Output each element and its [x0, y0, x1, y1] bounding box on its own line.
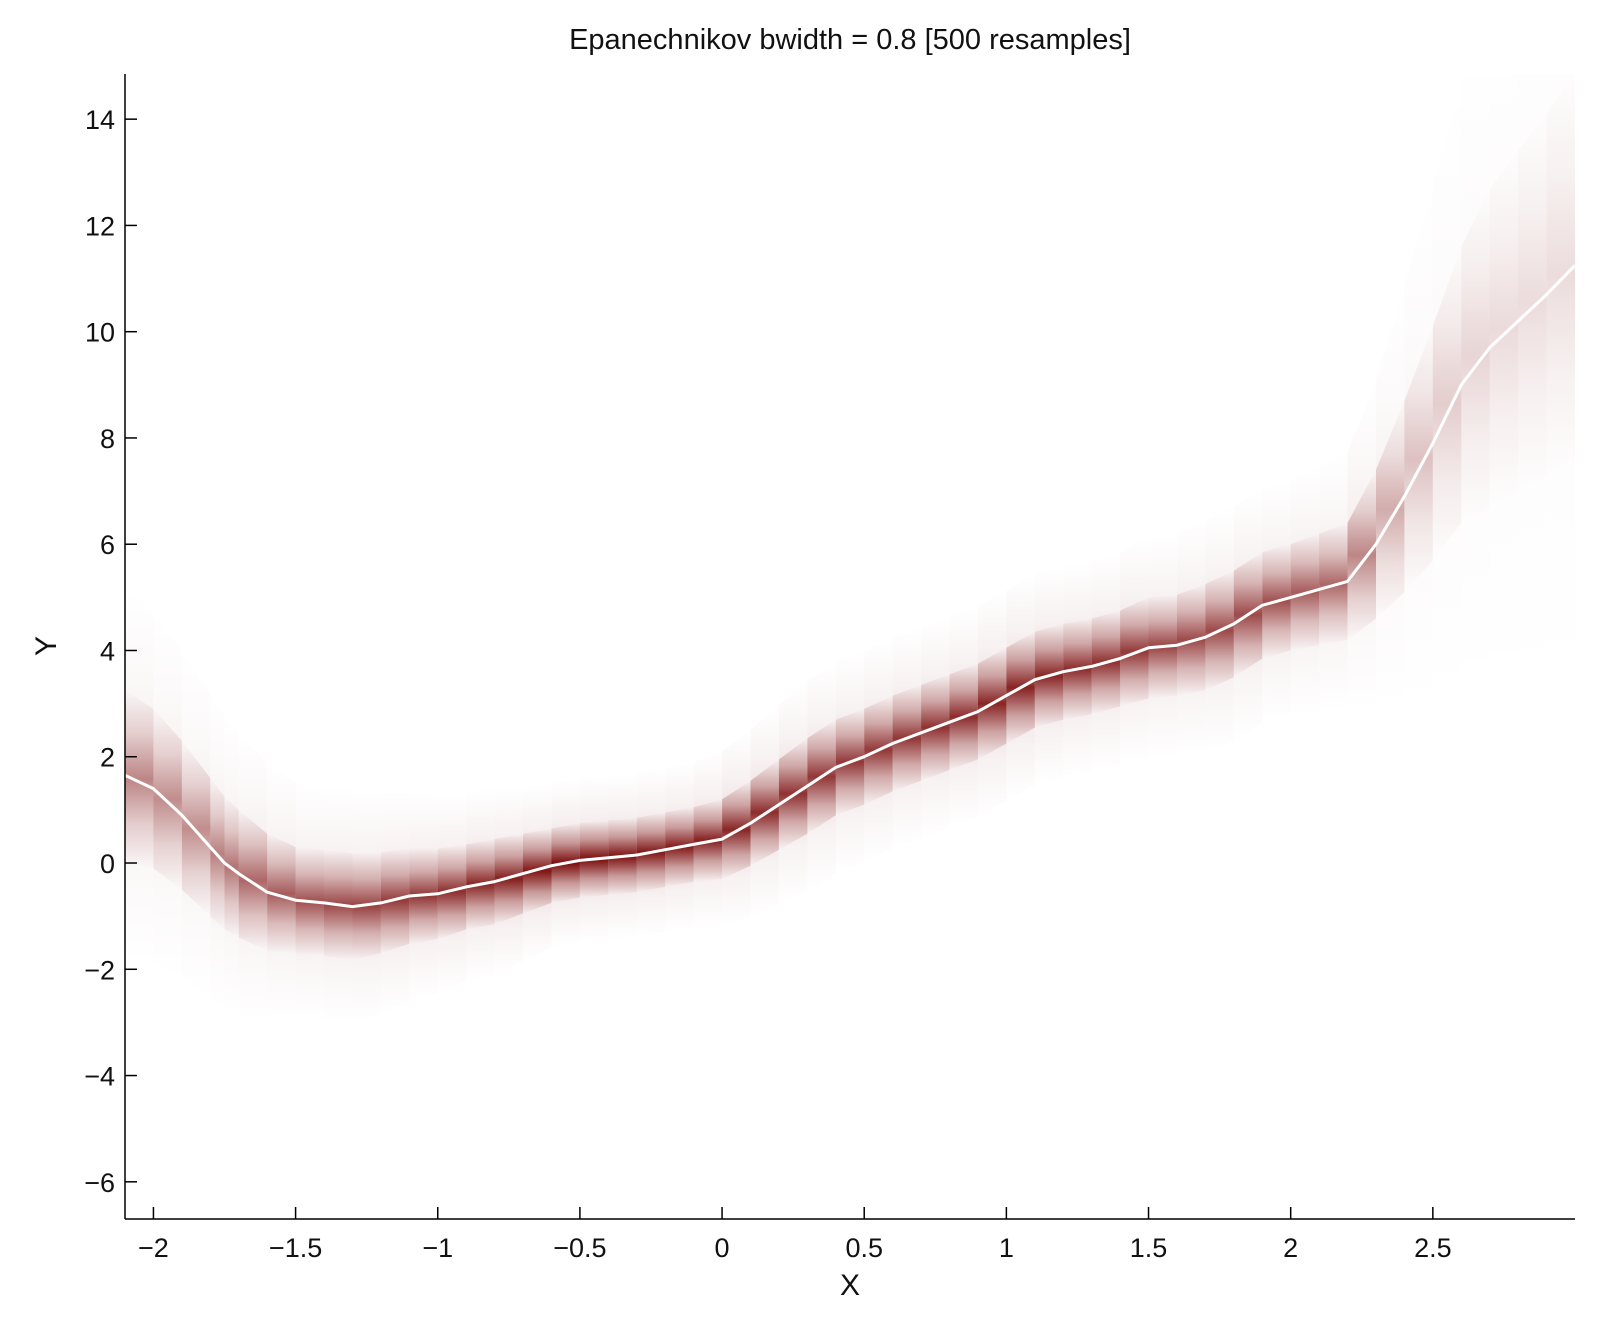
- band-segment: [1489, 151, 1519, 507]
- y-tick-label: 8: [100, 424, 115, 454]
- x-tick-label: −1.5: [269, 1233, 322, 1263]
- x-tick-label: 0: [715, 1233, 730, 1263]
- y-tick-label: 14: [85, 105, 115, 135]
- band-segment: [181, 740, 211, 917]
- y-tick-label: −2: [84, 955, 115, 985]
- x-tick-label: −0.5: [553, 1233, 606, 1263]
- band-segment: [1376, 400, 1405, 619]
- y-tick-label: 12: [85, 211, 115, 241]
- mean-line: [125, 264, 1575, 909]
- axes: [124, 74, 1575, 1220]
- y-tick-label: 2: [100, 743, 115, 773]
- band-segment: [1404, 326, 1433, 592]
- density-band: [125, 74, 1575, 1024]
- x-tick-label: −2: [138, 1233, 169, 1263]
- band-segment: [1546, 74, 1575, 476]
- y-tick-label: 10: [85, 318, 115, 348]
- x-tick-label: 2.5: [1414, 1233, 1452, 1263]
- mean-line-layer: [125, 264, 1575, 909]
- x-tick-label: 1: [999, 1233, 1014, 1263]
- band-segment: [1432, 246, 1462, 561]
- y-tick-label: −4: [84, 1062, 115, 1092]
- band-segment: [153, 708, 182, 890]
- band-segment: [1461, 188, 1490, 523]
- x-tick-label: 0.5: [845, 1233, 883, 1263]
- band-segment: [267, 833, 296, 954]
- x-tick-label: 2: [1283, 1233, 1298, 1263]
- band-segment: [125, 690, 154, 869]
- x-axis-label: X: [840, 1269, 860, 1302]
- y-tick-label: 0: [100, 849, 115, 879]
- y-tick-label: 6: [100, 530, 115, 560]
- band-segment: [1347, 469, 1376, 640]
- y-ticks: −6 −4 −2 0 2 4 6 8 10 12 14: [84, 105, 137, 1198]
- x-ticks: −2 −1.5 −1 −0.5 0 0.5 1 1.5 2 2.5: [138, 1207, 1452, 1263]
- x-tick-label: 1.5: [1130, 1233, 1168, 1263]
- y-axis-label: Y: [30, 636, 63, 656]
- x-tick-label: −1: [422, 1233, 453, 1263]
- y-tick-label: 4: [100, 636, 115, 666]
- y-tick-label: −6: [84, 1168, 115, 1198]
- chart-title: Epanechnikov bwidth = 0.8 [500 resamples…: [569, 24, 1131, 56]
- band-segment: [238, 809, 268, 951]
- band-segment: [1518, 113, 1547, 492]
